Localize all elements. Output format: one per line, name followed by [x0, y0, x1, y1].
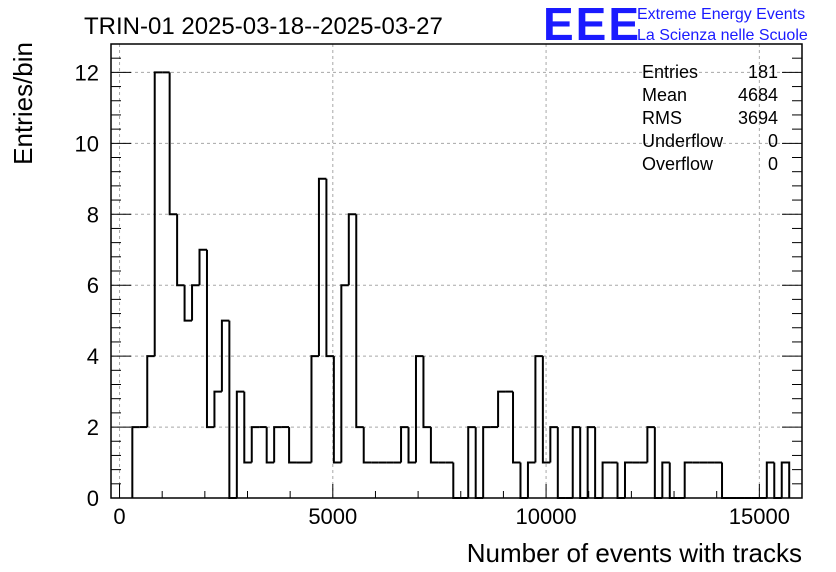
x-tick-label: 10000 [515, 504, 576, 529]
histogram-bin [250, 426, 260, 463]
y-tick-label: 2 [87, 415, 99, 440]
stats-label: RMS [642, 108, 682, 128]
stats-box: Entries 181 Mean 4684 RMS 3694 Underflow 0 Overf… [642, 62, 778, 174]
histogram-bin [243, 391, 252, 464]
histogram-bin [317, 177, 327, 357]
histogram-bin [265, 427, 275, 464]
histogram-bin [661, 461, 670, 498]
histogram-bin [198, 248, 207, 286]
histogram-bin [571, 426, 581, 498]
stats-value: 181 [748, 62, 778, 82]
histogram-bin [623, 461, 633, 498]
y-tick-label: 6 [87, 273, 99, 298]
histogram-bin [452, 462, 461, 499]
histogram-bins [131, 71, 791, 499]
histogram-bin [556, 427, 566, 499]
histogram-bin [407, 427, 416, 464]
histogram-bin [765, 461, 775, 498]
histogram-bin [213, 390, 222, 428]
histogram-bin [586, 426, 596, 498]
histogram-bin [467, 426, 476, 498]
histogram-bin [235, 390, 245, 498]
histogram-bin [616, 462, 625, 499]
plot-frame [110, 43, 803, 499]
x-tick-label: 15000 [729, 504, 790, 529]
histogram-bin [310, 355, 319, 463]
histogram-bin [429, 427, 439, 464]
y-tick-label: 0 [87, 486, 99, 511]
x-axis-ticks: 0 5000 10000 15000 [113, 484, 803, 529]
histogram-bin [482, 426, 491, 498]
histogram-bin [422, 356, 431, 429]
y-axis-ticks: 0 2 4 6 8 10 12 [75, 43, 802, 511]
histogram-bin [594, 427, 603, 499]
histogram-bin [273, 426, 282, 463]
histogram-bin [549, 426, 558, 463]
x-axis-label: Number of events with tracks [467, 538, 802, 568]
y-tick-label: 10 [75, 131, 99, 156]
histogram-bin [325, 178, 334, 358]
histogram-bin [579, 427, 588, 499]
stats-label: Mean [642, 85, 687, 105]
grid-lines [111, 44, 802, 498]
histogram-bin [332, 356, 342, 464]
y-tick-label: 12 [75, 60, 99, 85]
histogram-bin [362, 427, 372, 464]
histogram-bin [512, 391, 521, 464]
stats-value: 0 [768, 131, 778, 151]
y-axis-label: Entries/bin [8, 42, 38, 165]
histogram-bin [519, 462, 528, 499]
histogram-bin [168, 72, 178, 216]
histogram-bin [601, 461, 611, 498]
histogram-bin [146, 355, 155, 428]
logo-line-1: Extreme Energy Events [637, 6, 805, 23]
x-tick-label: 5000 [308, 504, 357, 529]
histogram-bin [176, 214, 185, 287]
stats-value: 3694 [738, 108, 778, 128]
histogram-bin [780, 461, 791, 498]
histogram-bin [414, 355, 424, 463]
y-tick-label: 8 [87, 202, 99, 227]
logo-letters: EEE [543, 0, 641, 50]
histogram-bin [205, 249, 215, 429]
histogram-bin [721, 462, 730, 499]
y-tick-label: 4 [87, 344, 99, 369]
x-tick-label: 0 [113, 504, 125, 529]
stats-label: Overflow [642, 154, 714, 174]
histogram-bin [683, 461, 693, 498]
stats-label: Underflow [642, 131, 724, 151]
stats-value: 0 [768, 154, 778, 174]
histogram-bin [526, 461, 536, 498]
eee-logo: EEE Extreme Energy Events La Scienza nel… [543, 0, 808, 50]
histogram-bin [773, 462, 782, 499]
histogram-bin [340, 284, 349, 463]
histogram-bin [131, 426, 140, 498]
histogram-bin [347, 213, 357, 286]
histogram-bin [400, 426, 409, 463]
histogram-bin [653, 427, 663, 499]
chart-title: TRIN-01 2025-03-18--2025-03-27 [84, 13, 443, 40]
histogram-bin [474, 427, 484, 499]
histogram-bin [668, 462, 678, 499]
histogram-bin [191, 284, 200, 321]
stats-value: 4684 [738, 85, 778, 105]
histogram-bin [541, 356, 551, 464]
histogram-bin [228, 320, 237, 499]
histogram-bin [497, 390, 506, 428]
histogram-bin [288, 427, 297, 464]
histogram-bin [220, 319, 230, 392]
histogram-bin [355, 214, 364, 429]
histogram-bin [153, 71, 163, 357]
histogram-bin [646, 426, 655, 463]
histogram-bin [534, 355, 543, 463]
stats-label: Entries [642, 62, 698, 82]
logo-line-2: La Scienza nelle Scuole [637, 27, 808, 44]
histogram-bin [183, 285, 193, 322]
